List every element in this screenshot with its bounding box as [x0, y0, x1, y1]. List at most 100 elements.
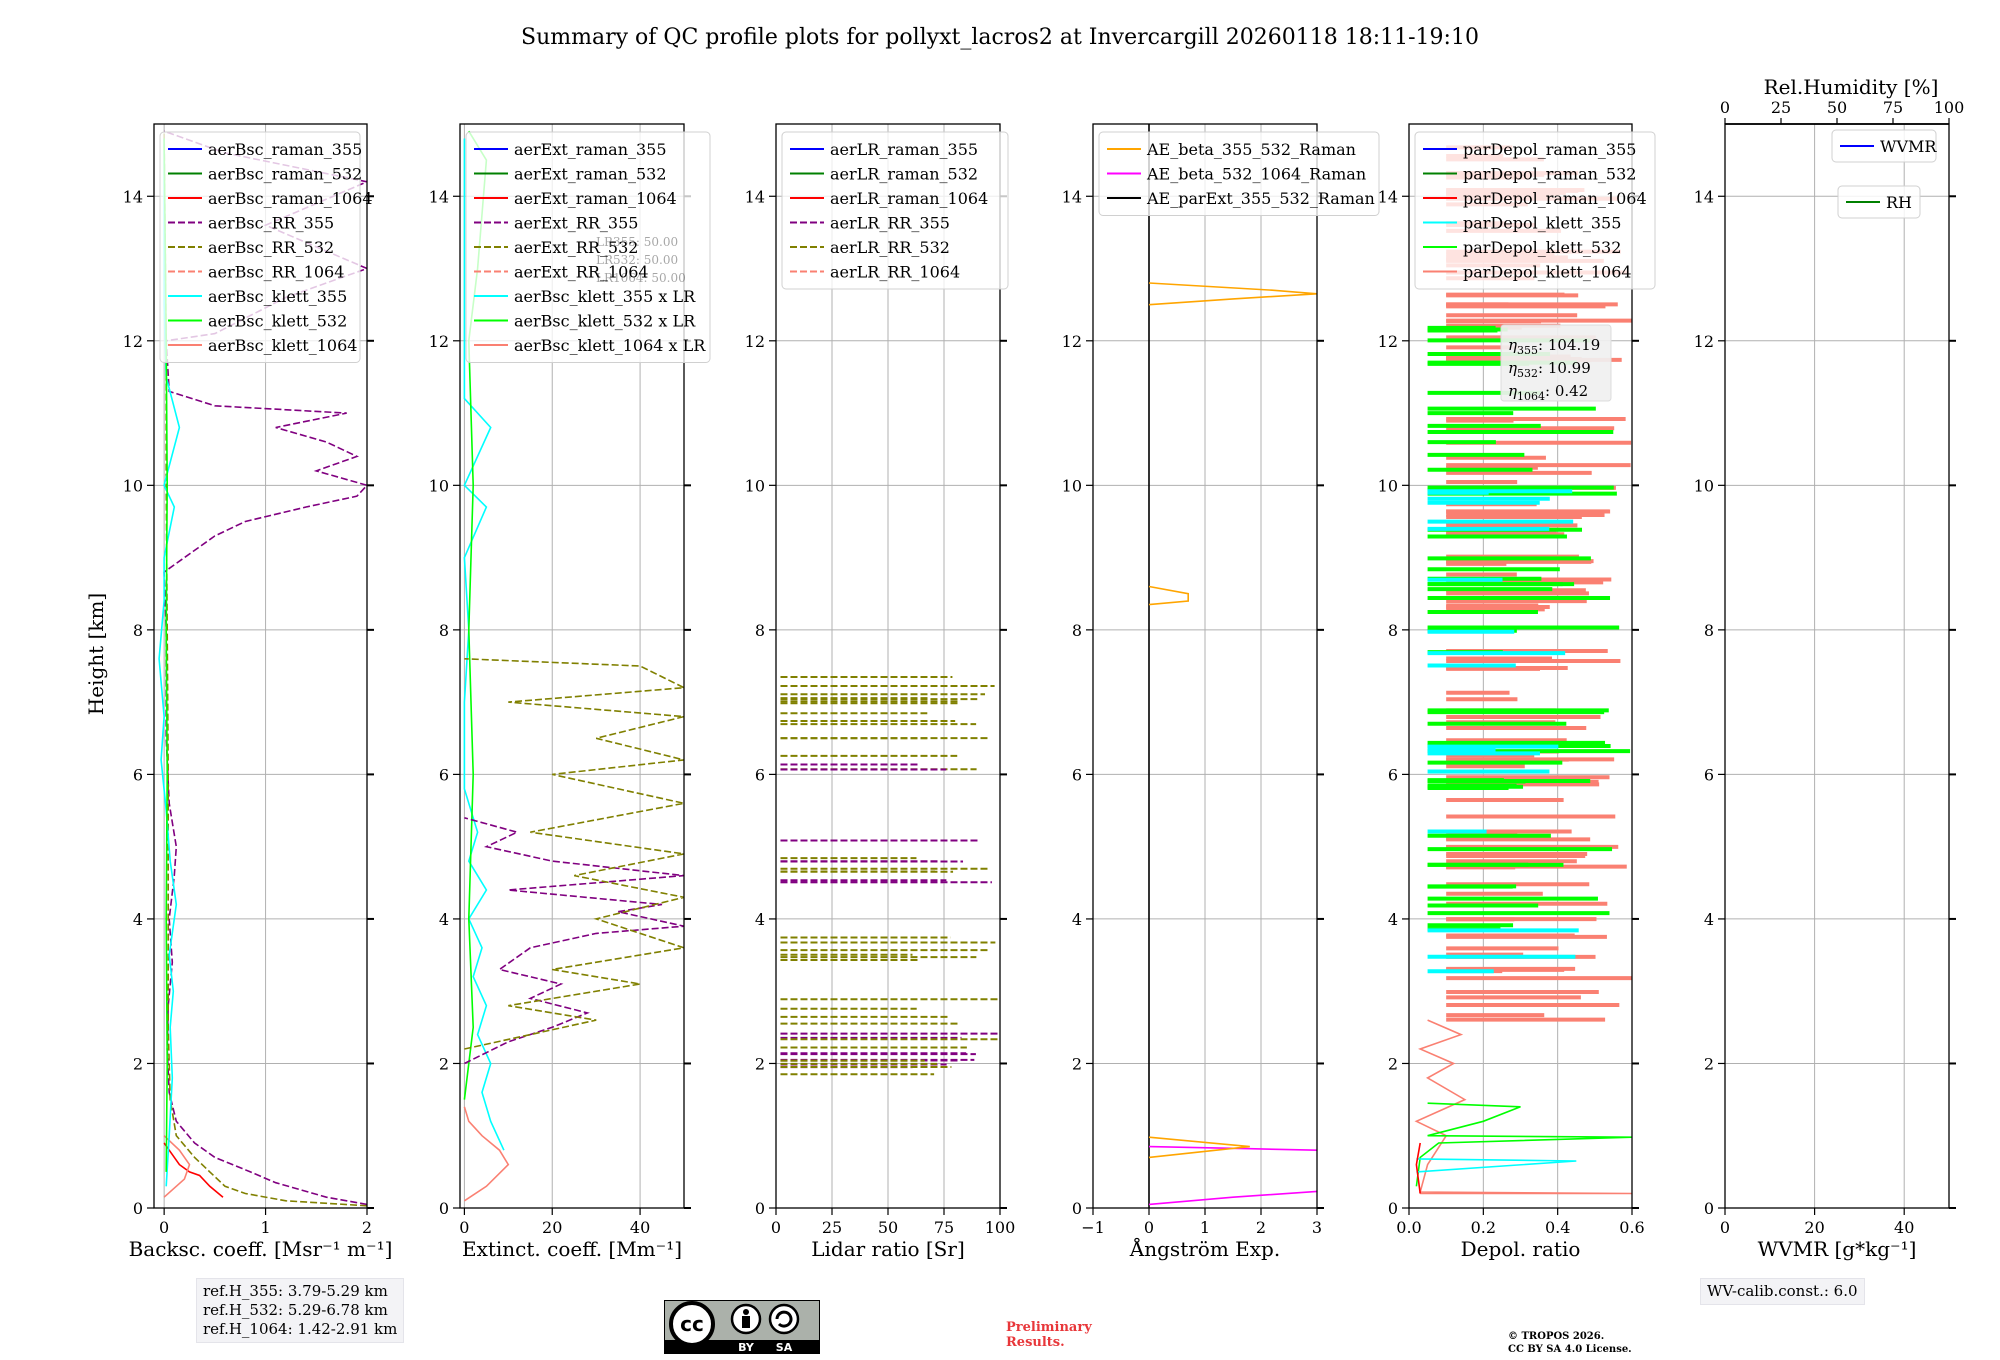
legend-label: aerBsc_raman_355 — [208, 140, 362, 159]
plot-area — [780, 676, 999, 1076]
preliminary-results-note: Preliminary Results. — [1006, 1320, 1092, 1350]
legend-box — [159, 131, 361, 363]
top-tick-label: 25 — [1771, 98, 1791, 117]
y-tick-label: 10 — [429, 476, 449, 495]
x-tick-label: 50 — [878, 1218, 898, 1237]
y-tick-label: 8 — [1388, 621, 1398, 640]
legend-label: parDepol_raman_355 — [1463, 140, 1636, 159]
legend-label: parDepol_raman_532 — [1463, 165, 1636, 184]
y-tick-label: 2 — [755, 1054, 765, 1073]
lr-note-line: LR355: 50.00 — [596, 235, 678, 249]
lidar-ratio-note: LR355: 50.00 LR532: 50.00 LR1064: 50.00 — [596, 235, 686, 285]
y-axis-label: Height [km] — [84, 593, 108, 715]
legend-box — [781, 131, 1009, 290]
grid — [1724, 124, 1949, 1209]
x-axis-label: WVMR [g*kg⁻¹] — [1758, 1237, 1917, 1261]
y-tick-label: 10 — [1378, 476, 1398, 495]
x-tick-label: 1 — [1200, 1218, 1210, 1237]
y-tick-label: 12 — [429, 332, 449, 351]
y-tick-label: 4 — [439, 910, 449, 929]
legend: aerLR_raman_355 aerLR_raman_532 aerLR_rama… — [781, 131, 1009, 290]
legend-label: AE_beta_355_532_Raman — [1146, 140, 1356, 159]
legend-label: parDepol_raman_1064 — [1463, 189, 1647, 208]
legend-label: aerBsc_RR_532 — [208, 238, 334, 257]
cc-by-sa-license-badge: cc BY SA — [664, 1300, 820, 1354]
svg-text:BY: BY — [738, 1341, 755, 1354]
x-axis-label: Lidar ratio [Sr] — [811, 1237, 965, 1261]
axes-frame — [153, 123, 368, 1209]
eta-355: η355: 104.19 — [1508, 336, 1600, 357]
x-tick-label: 0.6 — [1619, 1218, 1644, 1237]
legend-label: RH — [1886, 193, 1912, 212]
y-tick-label: 4 — [133, 910, 143, 929]
series-aerExt_RR_355 — [464, 817, 684, 1065]
series-AE_beta_532_1064_Raman — [1148, 1190, 1317, 1206]
x-axis-label: Ångström Exp. — [1129, 1236, 1280, 1261]
y-tick-label: 10 — [745, 476, 765, 495]
plot-area — [1148, 124, 1317, 1208]
legend-label: aerExt_RR_355 — [514, 214, 638, 233]
legend-label: aerLR_RR_532 — [830, 238, 950, 257]
axes-frame — [459, 123, 685, 1209]
legend-box — [1414, 131, 1656, 290]
series-aerBsc_klett_1064 — [163, 1135, 191, 1198]
x-tick-label: 20 — [1804, 1218, 1824, 1237]
axes-frame — [1408, 123, 1633, 1209]
y-tick-label: 14 — [745, 187, 765, 206]
top-tick-label: 75 — [1883, 98, 1903, 117]
y-tick-label: 10 — [1694, 476, 1714, 495]
series-aerBsc_klett_355 x LR — [463, 138, 505, 1151]
plot-area — [158, 130, 367, 1207]
eta-1064: η1064: 0.42 — [1508, 382, 1588, 403]
y-tick-label: 8 — [755, 621, 765, 640]
legend: AE_beta_355_532_Raman AE_beta_532_1064_Ra… — [1098, 131, 1380, 216]
x-tick-label: 0 — [771, 1218, 781, 1237]
series-aerBsc_klett_532 — [163, 138, 169, 1172]
x-tick-label: 20 — [542, 1218, 562, 1237]
top-axis-label: Rel.Humidity [%] — [1764, 75, 1939, 99]
x-tick-label: 75 — [934, 1218, 954, 1237]
legend-label: aerBsc_raman_532 — [208, 165, 362, 184]
y-tick-label: 0 — [1072, 1199, 1082, 1218]
x-tick-label: 0.4 — [1545, 1218, 1570, 1237]
legend: aerBsc_raman_355 aerBsc_raman_532 aerBsc_r… — [159, 131, 373, 363]
legend-label: aerLR_raman_532 — [830, 165, 978, 184]
legend-label: WVMR — [1880, 137, 1937, 156]
y-tick-label: 2 — [133, 1054, 143, 1073]
y-tick-label: 0 — [133, 1199, 143, 1218]
legend-label: AE_beta_532_1064_Raman — [1146, 165, 1366, 184]
legend-label: aerLR_raman_355 — [830, 140, 978, 159]
y-tick-label: 2 — [1704, 1054, 1714, 1073]
legend-label: parDepol_klett_1064 — [1463, 263, 1632, 282]
x-tick-label: 0 — [459, 1218, 469, 1237]
legend-label: aerBsc_klett_1064 x LR — [514, 336, 706, 355]
y-tick-label: 14 — [1694, 187, 1714, 206]
legend-label: aerBsc_RR_1064 — [208, 263, 344, 282]
x-tick-label: 3 — [1312, 1218, 1322, 1237]
series-parDepol_klett_355 — [1416, 1158, 1577, 1173]
lr-note-line: LR1064: 50.00 — [596, 271, 686, 285]
series-parDepol_raman_1064 — [1415, 1142, 1421, 1194]
legend-label: aerBsc_RR_355 — [208, 214, 334, 233]
legend-label: aerExt_RR_532 — [514, 238, 638, 257]
y-tick-label: 0 — [1704, 1199, 1714, 1218]
x-tick-label: −1 — [1081, 1218, 1105, 1237]
ref-height-532: ref.H_532: 5.29-6.78 km — [203, 1301, 388, 1319]
y-tick-label: 12 — [1694, 332, 1714, 351]
y-tick-label: 4 — [755, 910, 765, 929]
y-tick-label: 8 — [1704, 621, 1714, 640]
y-tick-label: 12 — [745, 332, 765, 351]
x-tick-label: 1 — [260, 1218, 270, 1237]
legend: WVMR RH — [1831, 129, 1937, 219]
y-tick-label: 6 — [1388, 765, 1398, 784]
legend-label: aerLR_RR_1064 — [830, 263, 960, 282]
x-tick-label: 100 — [985, 1218, 1016, 1237]
legend-label: aerLR_raman_1064 — [830, 189, 988, 208]
y-tick-label: 12 — [1378, 332, 1398, 351]
series-aerBsc_klett_1064 x LR — [463, 1106, 510, 1202]
series-aerBsc_raman_1064 — [163, 1142, 224, 1198]
